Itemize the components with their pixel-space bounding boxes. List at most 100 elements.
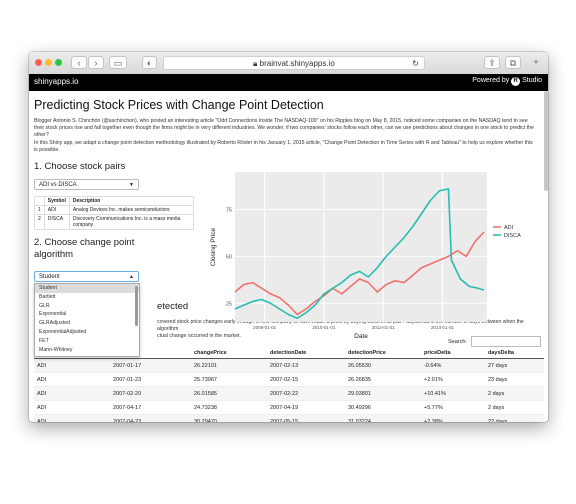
dropdown-option[interactable]: GLR bbox=[39, 302, 50, 309]
table-cell: 2007-02-13 bbox=[267, 358, 345, 373]
table-cell: 2007-02-15 bbox=[267, 372, 345, 387]
sidebar-icon: ▭ bbox=[113, 58, 123, 68]
caret-down-icon: ▼ bbox=[129, 182, 134, 188]
table-row: ADI 2007-01-17 26.22101 2007-02-13 26.05530-… bbox=[34, 358, 544, 373]
forward-button[interactable]: › bbox=[88, 56, 104, 69]
shinyapps-header: shinyapps.io Powered by R Studio bbox=[29, 74, 548, 91]
table-cell: 2007-02-20 bbox=[110, 386, 191, 401]
table-cell: ADI bbox=[34, 414, 110, 422]
page-title: Predicting Stock Prices with Change Poin… bbox=[34, 98, 324, 112]
table-cell: 29.03801 bbox=[345, 386, 421, 401]
x-tick-label: 2010-01-01 bbox=[312, 325, 336, 330]
x-tick-label: 2012-01-01 bbox=[372, 325, 396, 330]
sidebar-button[interactable]: ▭ bbox=[109, 56, 127, 69]
table-cell: +2.38% bbox=[421, 414, 485, 422]
powered-by: Powered by R Studio bbox=[472, 77, 542, 86]
table-cell: 2007-04-17 bbox=[110, 400, 191, 415]
caret-up-icon: ▲ bbox=[129, 274, 134, 280]
browser-window: ‹ › ▭ ◐ 🔒︎ brainvat.shinyapps.io ↻ ⇪ ⧉ +… bbox=[29, 52, 548, 422]
table-cell: +5.77% bbox=[421, 400, 485, 415]
table-cell: +2.01% bbox=[421, 372, 485, 387]
stock-pair-value: ADI vs DISCA bbox=[39, 182, 77, 188]
column-header[interactable]: changePrice bbox=[191, 348, 267, 359]
column-header[interactable]: detectionPrice bbox=[345, 348, 421, 359]
table-cell: 2007-04-19 bbox=[267, 400, 345, 415]
table-cell: 25.73967 bbox=[191, 372, 267, 387]
dropdown-option[interactable]: FET bbox=[39, 337, 49, 344]
results-table: changePrice detectionDate detectionPrice… bbox=[34, 348, 544, 422]
table-row: ADI 2007-04-17 24.73238 2007-04-19 30.49296 +… bbox=[34, 400, 544, 415]
legend-label: DISCA bbox=[504, 233, 521, 239]
x-tick-label: 2014-01-01 bbox=[431, 325, 455, 330]
search-input[interactable] bbox=[470, 336, 541, 347]
table-cell: ADI bbox=[34, 400, 110, 415]
x-tick-label: 2008-01-01 bbox=[253, 325, 277, 330]
zoom-window-button[interactable] bbox=[55, 59, 62, 66]
algorithm-dropdown-menu: Student Bartlett GLR Exponential GLRAdjusted… bbox=[34, 283, 140, 357]
lock-icon: 🔒︎ bbox=[253, 59, 258, 68]
section-2-heading: 2. Choose change point algorithm bbox=[34, 237, 135, 260]
closing-price-chart: 25 50 75 2008-01-01 2010-01-01 2012-01-01 2014… bbox=[210, 172, 521, 340]
table-cell: 23 days bbox=[485, 372, 544, 387]
stock-pairs-table: Symbol Description 1 ADI Analog Devices … bbox=[34, 196, 195, 230]
table-cell: 30.29470 bbox=[191, 414, 267, 422]
table-cell: ADI bbox=[34, 386, 110, 401]
dropdown-option[interactable]: Bartlett bbox=[39, 293, 56, 300]
address-bar[interactable]: 🔒︎ brainvat.shinyapps.io ↻ bbox=[163, 56, 425, 70]
table-cell: 31.03224 bbox=[345, 414, 421, 422]
column-header[interactable] bbox=[110, 348, 191, 359]
dropdown-scrollbar[interactable] bbox=[135, 286, 138, 326]
table-cell: 2007-01-23 bbox=[110, 372, 191, 387]
shinyapps-logo[interactable]: shinyapps.io bbox=[34, 77, 79, 86]
y-axis-label: Closing Price bbox=[210, 227, 217, 266]
section-3-text-2: ctual change occurred in the market. bbox=[157, 333, 241, 339]
search-label: Search: bbox=[448, 338, 467, 345]
tabs-button[interactable]: ⧉ bbox=[505, 56, 521, 69]
column-header[interactable] bbox=[34, 196, 45, 206]
back-button[interactable]: ‹ bbox=[71, 56, 87, 69]
reload-icon[interactable]: ↻ bbox=[412, 59, 419, 68]
column-header[interactable]: priceDelta bbox=[421, 348, 485, 359]
table-cell: ADI bbox=[43, 205, 70, 215]
table-cell: 30.49296 bbox=[345, 400, 421, 415]
powered-by-label: Powered by bbox=[472, 77, 510, 84]
chevron-left-icon: ‹ bbox=[77, 58, 81, 68]
table-cell: 1 bbox=[34, 205, 45, 215]
page-content: Predicting Stock Prices with Change Poin… bbox=[29, 91, 548, 422]
table-cell: 2 days bbox=[485, 386, 544, 401]
table-row: 1 ADI Analog Devices Inc. makes semicond… bbox=[34, 205, 195, 215]
table-cell: 2 days bbox=[485, 400, 544, 415]
new-tab-button[interactable]: + bbox=[529, 56, 543, 69]
table-row: ADI 2007-02-20 26.01585 2007-02-22 29.03801 +… bbox=[34, 386, 544, 401]
stock-pair-select[interactable]: ADI vs DISCA ▼ bbox=[34, 179, 139, 190]
share-button[interactable]: ⇪ bbox=[484, 56, 500, 69]
dropdown-option[interactable]: GLRAdjusted bbox=[39, 320, 70, 327]
table-cell: 27 days bbox=[485, 358, 544, 373]
privacy-button[interactable]: ◐ bbox=[142, 56, 157, 69]
algorithm-value: Student bbox=[39, 274, 60, 280]
table-cell: 2007-02-22 bbox=[267, 386, 345, 401]
column-header[interactable]: daysDelta bbox=[485, 348, 544, 359]
dropdown-option[interactable]: Student bbox=[35, 284, 139, 293]
table-cell: 2007-04-23 bbox=[110, 414, 191, 422]
column-header[interactable]: detectionDate bbox=[267, 348, 345, 359]
table-cell: 26.01585 bbox=[191, 386, 267, 401]
dropdown-option[interactable]: Exponential bbox=[39, 311, 67, 318]
shield-icon: ◐ bbox=[146, 58, 153, 68]
table-cell: 22 days bbox=[485, 414, 544, 422]
dropdown-option[interactable]: Mann-Whitney bbox=[39, 346, 73, 353]
rstudio-label: Studio bbox=[522, 77, 542, 84]
table-row: 2 DISCA Discovery Communications Inc. is… bbox=[34, 214, 195, 230]
column-header[interactable]: Description bbox=[68, 196, 195, 206]
y-tick-label: 50 bbox=[226, 254, 232, 260]
table-cell: DISCA bbox=[43, 214, 70, 230]
algorithm-select[interactable]: Student ▲ bbox=[34, 271, 139, 282]
url-text: brainvat.shinyapps.io bbox=[259, 59, 335, 68]
column-header[interactable]: Symbol bbox=[43, 196, 70, 206]
dropdown-option[interactable]: ExponentialAdjusted bbox=[39, 328, 87, 335]
table-header-row: Symbol Description bbox=[34, 196, 195, 206]
page-scrollbar[interactable] bbox=[544, 91, 548, 191]
close-window-button[interactable] bbox=[35, 59, 42, 66]
minimize-window-button[interactable] bbox=[45, 59, 52, 66]
series-line-disca bbox=[234, 188, 485, 320]
